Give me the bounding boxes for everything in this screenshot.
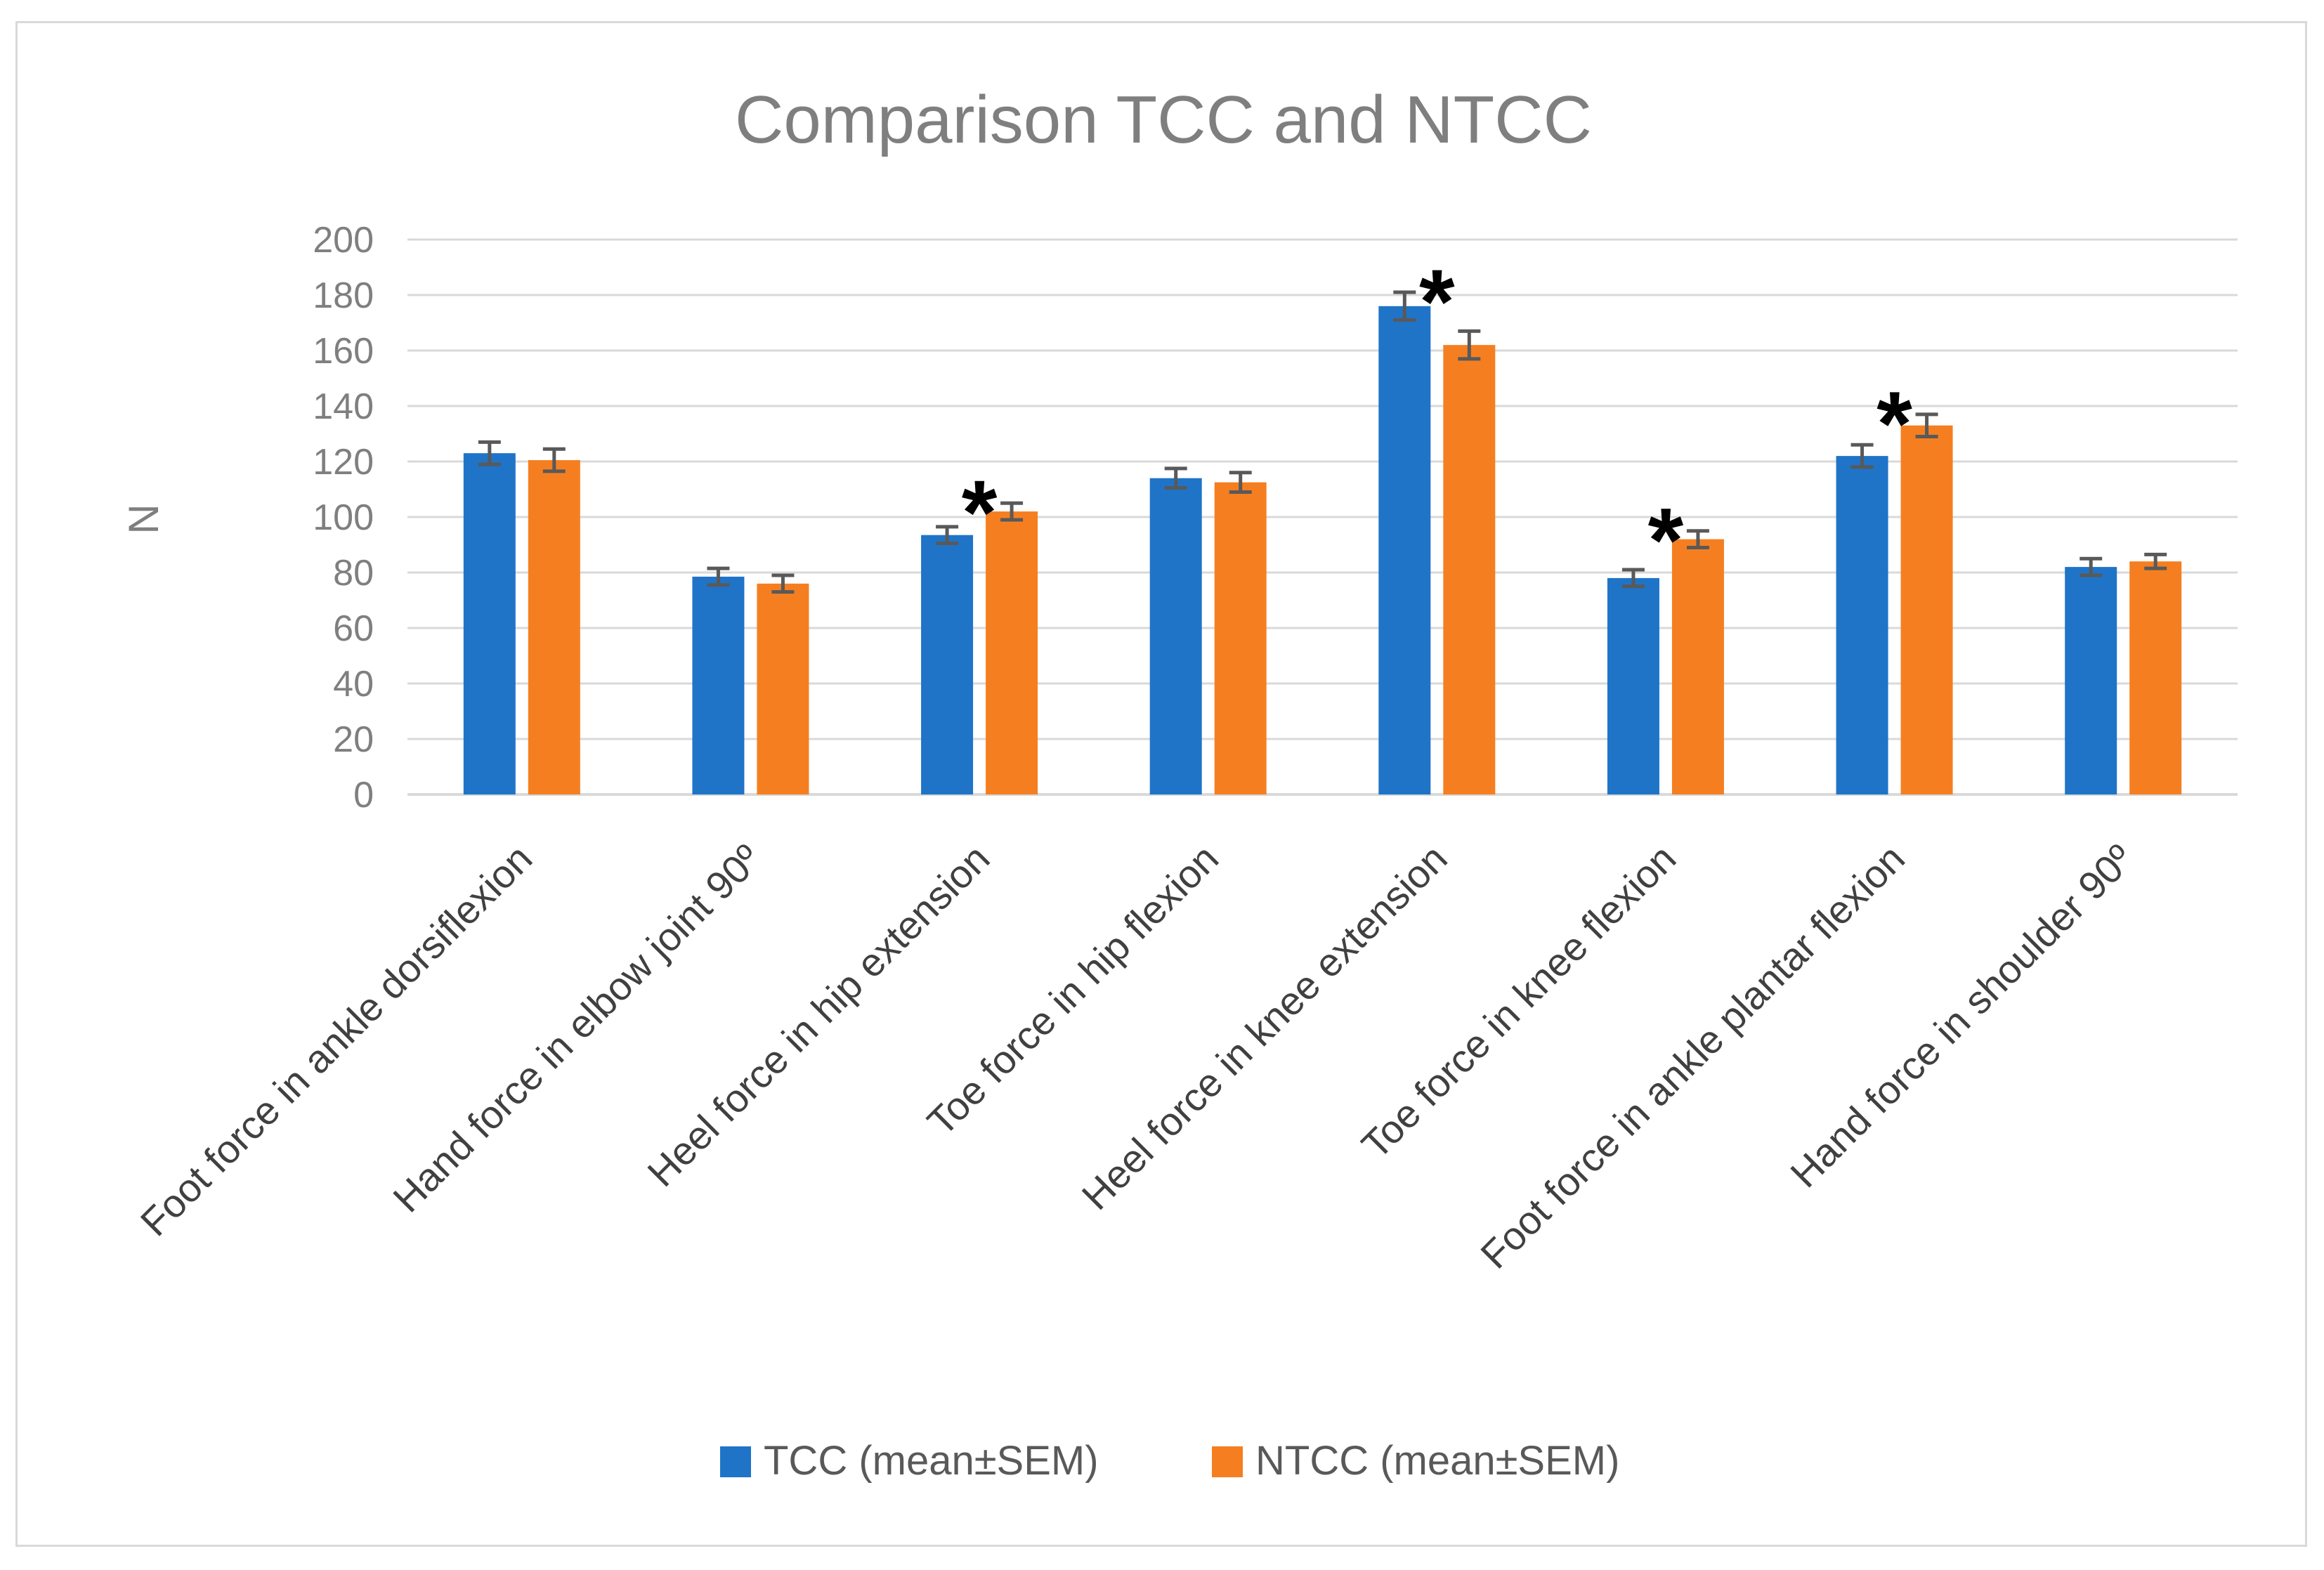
significance-marks: * * * *	[962, 250, 1913, 591]
y-axis-ticks: 0 20 40 60 80 100 120 140 160 180 200	[313, 220, 374, 816]
legend-label-ntcc: NTCC (mean±SEM)	[1255, 1438, 1619, 1484]
y-tick-label: 80	[333, 553, 374, 594]
x-category-label: Foot force in ankle dorsiflexion	[132, 836, 541, 1245]
bar-ntcc	[2129, 561, 2182, 794]
y-tick-label: 180	[313, 275, 374, 316]
legend: TCC (mean±SEM) NTCC (mean±SEM)	[720, 1438, 1619, 1484]
y-tick-label: 20	[333, 719, 374, 760]
y-tick-label: 160	[313, 331, 374, 372]
y-tick-label: 140	[313, 386, 374, 427]
x-category-label: Foot force in ankle plantar flexion	[1472, 836, 1913, 1277]
y-axis-title: N	[120, 504, 167, 534]
bars	[463, 306, 2182, 795]
chart-title: Comparison TCC and NTCC	[735, 82, 1592, 157]
legend-swatch-ntcc	[1212, 1446, 1243, 1477]
bar-ntcc	[1671, 539, 1724, 794]
bar-ntcc	[1443, 345, 1496, 795]
y-tick-label: 200	[313, 220, 374, 261]
bar-tcc	[463, 453, 516, 794]
y-tick-label: 100	[313, 497, 374, 538]
error-bars	[478, 290, 2167, 594]
y-tick-label: 120	[313, 442, 374, 483]
legend-swatch-tcc	[720, 1446, 751, 1477]
x-category-label: Heel force in knee extension	[1073, 836, 1456, 1218]
y-tick-label: 40	[333, 664, 374, 705]
significance-asterisk: *	[962, 461, 998, 563]
legend-label-tcc: TCC (mean±SEM)	[764, 1438, 1099, 1484]
chart-frame: Comparison TCC and NTCC 0 20 40 60 80 100 120 1…	[15, 21, 2307, 1547]
significance-asterisk: *	[1876, 372, 1912, 475]
bar-ntcc	[986, 511, 1038, 794]
bar-ntcc	[528, 460, 580, 794]
y-tick-label: 0	[353, 775, 374, 816]
bar-tcc	[1378, 306, 1431, 794]
bar-ntcc	[757, 583, 809, 794]
bar-tcc	[1149, 478, 1202, 794]
bar-tcc	[1607, 577, 1659, 794]
bar-ntcc	[1900, 425, 1953, 794]
significance-asterisk: *	[1648, 489, 1684, 591]
gridlines	[407, 238, 2238, 796]
x-category-label: Hand force in elbow joint 90º	[384, 836, 769, 1221]
significance-asterisk: *	[1419, 250, 1455, 353]
bar-chart: Comparison TCC and NTCC 0 20 40 60 80 100 120 1…	[120, 82, 2238, 1484]
y-tick-label: 60	[333, 608, 374, 649]
bar-ntcc	[1214, 482, 1267, 794]
bar-tcc	[692, 576, 745, 794]
bar-tcc	[1836, 456, 1888, 794]
bar-tcc	[2065, 567, 2117, 794]
bar-tcc	[921, 535, 974, 794]
